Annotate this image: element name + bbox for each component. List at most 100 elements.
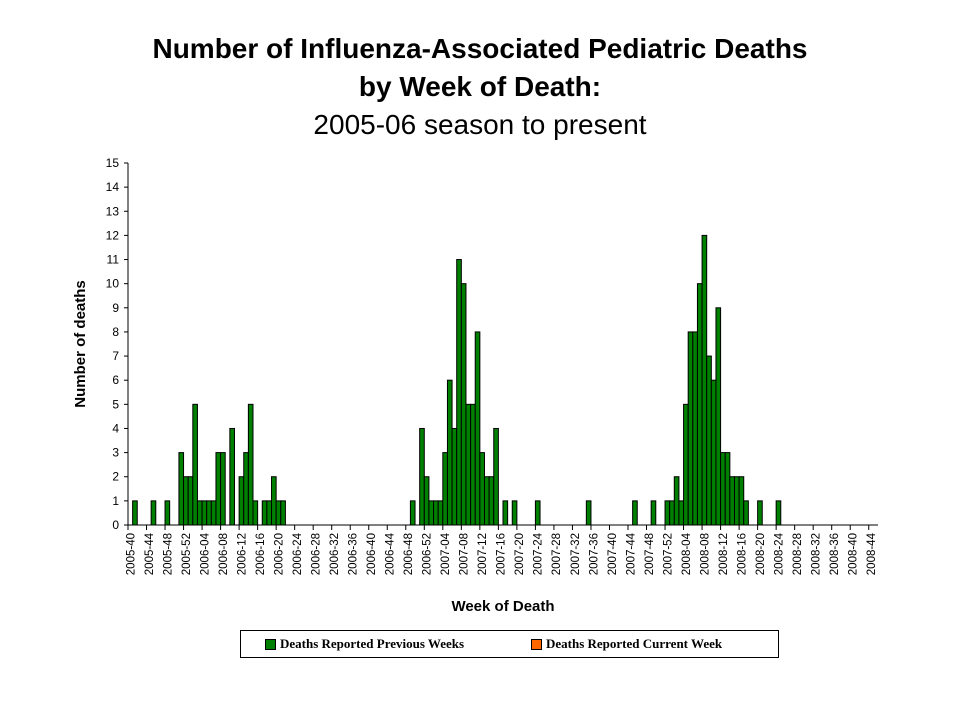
y-tick-label: 7 [112, 349, 119, 363]
bar-2006-14 [247, 403, 254, 526]
x-tick-label: 2008-32 [811, 533, 823, 575]
bar-2008-04 [683, 403, 689, 526]
x-tick-label: 2006-40 [366, 533, 378, 575]
legend: Deaths Reported Previous Weeks Deaths Re… [240, 630, 779, 658]
chart-subtitle: 2005-06 season to present [313, 109, 647, 140]
bar-2008-06 [692, 331, 698, 526]
chart-title-line-2: by Week of Death: [358, 71, 602, 102]
bar-2005-52 [183, 476, 189, 526]
x-tick-label: 2007-04 [440, 532, 452, 575]
legend-label-previous-weeks: Deaths Reported Previous Weeks [280, 636, 465, 651]
bar-2006-07 [215, 452, 222, 526]
x-tick-label: 2006-24 [292, 532, 304, 575]
bar-2006-51 [419, 427, 425, 526]
bar-2006-05 [206, 500, 212, 526]
bar-2006-49 [409, 500, 416, 526]
bar-2007-11 [474, 331, 481, 526]
x-tick-label: 2006-08 [218, 533, 230, 575]
bar-2007-09 [465, 403, 472, 526]
y-tick-label: 6 [112, 373, 119, 387]
bar-2005-51 [178, 452, 185, 526]
legend-item-current-week: Deaths Reported Current Week [531, 636, 722, 652]
bar-2006-13 [243, 452, 249, 526]
bar-2008-24 [775, 500, 782, 526]
bar-2005-41 [132, 500, 138, 526]
y-tick-label: 9 [112, 301, 119, 315]
legend-swatch-green [265, 638, 276, 650]
x-tick-label: 2008-04 [681, 532, 693, 575]
x-tick-label: 2006-32 [329, 533, 341, 575]
x-tick-label: 2007-44 [625, 532, 637, 575]
x-tick-label: 2007-28 [551, 533, 563, 575]
y-axis-title: Number of deaths [72, 280, 89, 408]
y-tick-label: 0 [112, 518, 119, 532]
bar-2007-17 [502, 500, 509, 526]
x-tick-label: 2007-52 [662, 533, 674, 575]
bar-2006-20 [275, 500, 282, 526]
y-tick-label: 3 [112, 446, 119, 460]
bar-2008-08 [701, 234, 708, 526]
bar-2007-02 [433, 500, 439, 526]
bar-2008-01 [669, 500, 675, 526]
bar-2007-19 [511, 500, 518, 526]
bar-2007-01 [428, 500, 435, 526]
bar-2006-18 [266, 500, 273, 526]
bar-2006-01 [187, 476, 194, 526]
bar-2006-52 [423, 476, 430, 526]
bar-2007-03 [437, 500, 444, 526]
y-tick-label: 10 [106, 277, 120, 291]
x-tick-label: 2007-20 [514, 533, 526, 575]
bar-2008-13 [724, 452, 731, 526]
x-tick-label: 2007-40 [607, 533, 619, 575]
bar-2008-15 [733, 476, 740, 526]
x-tick-label: 2005-48 [162, 533, 174, 575]
x-tick-label: 2006-20 [273, 533, 285, 575]
bar-2007-08 [460, 283, 467, 526]
x-tick-label: 2006-52 [422, 533, 434, 575]
bar-2008-11 [715, 307, 722, 526]
bar-2006-12 [238, 476, 245, 526]
x-tick-label: 2007-16 [496, 533, 508, 575]
x-tick-label: 2005-40 [125, 533, 137, 575]
x-tick-label: 2007-48 [644, 533, 656, 575]
x-tick-label: 2008-36 [829, 533, 841, 575]
bar-2006-04 [201, 500, 208, 526]
x-tick-label: 2008-44 [866, 532, 878, 575]
legend-item-previous-weeks: Deaths Reported Previous Weeks [265, 636, 464, 652]
x-tick-label: 2007-32 [570, 533, 582, 575]
bar-2008-20 [757, 500, 763, 526]
x-tick-label: 2008-20 [755, 533, 767, 575]
x-tick-label: 2008-28 [792, 533, 804, 575]
bar-2008-09 [706, 355, 712, 526]
x-tick-label: 2006-36 [348, 533, 360, 575]
bar-2006-19 [271, 476, 277, 526]
x-tick-label: 2008-24 [773, 532, 785, 575]
bar-2007-13 [483, 476, 490, 526]
x-tick-label: 2006-28 [311, 533, 323, 575]
bar-2007-12 [479, 452, 485, 526]
x-tick-label: 2006-12 [236, 533, 248, 575]
bar-2008-02 [673, 476, 680, 526]
bar-2007-35 [585, 500, 592, 526]
x-tick-label: 2006-48 [403, 533, 415, 575]
bar-2007-07 [456, 259, 462, 526]
y-tick-label: 8 [112, 325, 119, 339]
bar-2006-15 [252, 500, 259, 526]
bar-2005-48 [164, 500, 171, 526]
y-tick-label: 2 [112, 470, 119, 484]
x-tick-label: 2007-36 [588, 533, 600, 575]
bar-2006-03 [196, 500, 203, 526]
bar-2005-45 [150, 500, 157, 526]
bar-2008-05 [687, 331, 694, 526]
y-tick-label: 5 [112, 397, 119, 411]
x-tick-label: 2007-08 [459, 533, 471, 575]
y-tick-label: 4 [112, 421, 119, 435]
bar-2008-17 [743, 500, 749, 526]
bar-2007-14 [488, 476, 495, 526]
bar-2007-52 [664, 500, 671, 526]
bar-2007-04 [442, 452, 448, 526]
x-tick-label: 2005-44 [144, 532, 156, 575]
bar-2006-02 [192, 403, 198, 526]
bar-2006-10 [229, 427, 235, 526]
